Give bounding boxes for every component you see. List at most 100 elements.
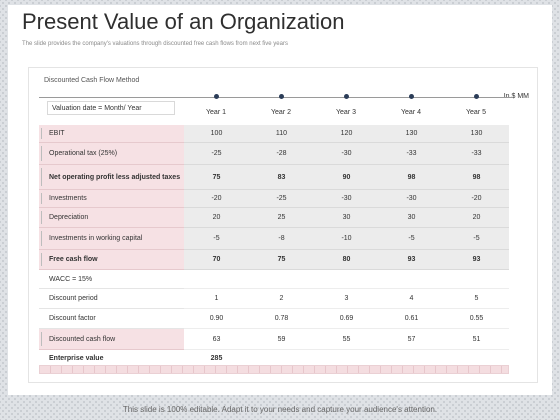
timeline-dot [408, 94, 414, 99]
table-cell: 57 [407, 335, 416, 343]
table-cell: 0.69 [339, 315, 354, 322]
table-cell: 1 [214, 295, 219, 302]
table-cell [249, 270, 314, 288]
table-cell: 20 [212, 214, 221, 221]
table-cell [379, 270, 444, 288]
table-cell: 51 [472, 335, 481, 343]
row-label: Discount factor [39, 309, 184, 329]
table-cell: -28 [276, 150, 287, 157]
table-row: 75 83 90 98 98 [184, 165, 509, 190]
page-subtitle: The slide provides the company's valuati… [22, 41, 288, 47]
table-cell: -30 [341, 195, 352, 202]
table-cell: 130 [405, 130, 418, 137]
timeline-line [39, 97, 513, 98]
table-cell [184, 270, 249, 288]
table-cell: -33 [406, 150, 417, 157]
units-label: In $ MM [503, 93, 529, 100]
table-row: -25 -28 -30 -33 -33 [184, 143, 509, 165]
table-bottom-strip [39, 365, 509, 374]
table-cell: 120 [340, 130, 353, 137]
row-label: WACC = 15% [39, 270, 184, 289]
table-cell: -33 [471, 150, 482, 157]
table-cell: 93 [407, 256, 416, 263]
table-cell: 0.78 [274, 315, 289, 322]
dcf-table-panel: Discounted Cash Flow Method In $ MM Valu… [28, 67, 538, 383]
table-row: 20 25 30 30 20 [184, 208, 509, 228]
row-label: Depreciation [39, 208, 184, 228]
table-cell: 0.55 [469, 315, 484, 322]
table-cell: -20 [211, 195, 222, 202]
table-cell: -10 [341, 235, 352, 242]
table-cell: 110 [275, 130, 288, 137]
table-cell: 2 [279, 295, 284, 302]
table-cell: -25 [276, 195, 287, 202]
table-cell: -30 [406, 195, 417, 202]
table-cell: 55 [342, 335, 351, 343]
table-cell: 93 [472, 256, 481, 263]
slide: Present Value of an Organization The sli… [8, 5, 552, 395]
timeline-dot [278, 94, 284, 99]
table-row: 63 59 55 57 51 [184, 329, 509, 350]
table-cell: 25 [277, 214, 286, 221]
table-row: 0.90 0.78 0.69 0.61 0.55 [184, 309, 509, 329]
table-cell: -30 [341, 150, 352, 157]
table-cell: -5 [213, 235, 220, 242]
row-label: Operational tax (25%) [39, 143, 184, 165]
footer-note: This slide is 100% editable. Adapt it to… [122, 405, 438, 414]
table-cell: 100 [210, 130, 223, 137]
table-cell: 5 [474, 295, 479, 302]
row-label: Net operating profit less adjusted taxes [39, 165, 184, 190]
row-label: Discounted cash flow [39, 329, 184, 350]
timeline-dot [343, 94, 349, 99]
table-row: -20 -25 -30 -30 -20 [184, 190, 509, 208]
year-header: Year 4 [401, 109, 421, 116]
table-cell: 0.61 [404, 315, 419, 322]
table-row: 70 75 80 93 93 [184, 250, 509, 270]
table-cell: 4 [409, 295, 414, 302]
year-header: Year 3 [336, 109, 356, 116]
row-label: EBIT [39, 125, 184, 143]
table-cell: -8 [278, 235, 285, 242]
timeline-dot [473, 94, 479, 99]
table-cell: -5 [408, 235, 415, 242]
row-label: Investments in working capital [39, 228, 184, 250]
table-row: 100 110 120 130 130 [184, 125, 509, 143]
row-label: Investments [39, 190, 184, 208]
table-cell [444, 270, 509, 288]
table-cell: 0.90 [209, 315, 224, 322]
year-header: Year 1 [206, 109, 226, 116]
table-cell: -5 [473, 235, 480, 242]
table-cell: 90 [342, 173, 351, 181]
row-label: Discount period [39, 289, 184, 309]
table-cell: 98 [472, 173, 481, 181]
year-header: Year 2 [271, 109, 291, 116]
table-cell: 20 [472, 214, 481, 221]
year-header: Year 5 [466, 109, 486, 116]
table-row: -5 -8 -10 -5 -5 [184, 228, 509, 250]
table-cell: 285 [210, 355, 223, 362]
valuation-date-box: Valuation date = Month/ Year [47, 101, 175, 115]
table-cell: 130 [470, 130, 483, 137]
row-label: Free cash flow [39, 250, 184, 270]
table-cell: 83 [277, 173, 286, 181]
row-labels-column: EBIT Operational tax (25%) Net operating p… [39, 125, 184, 368]
table-row: 1 2 3 4 5 [184, 289, 509, 309]
table-cell: 80 [342, 256, 351, 263]
table-cell: 63 [212, 335, 221, 343]
table-cell [314, 270, 379, 288]
table-cell: -25 [211, 150, 222, 157]
values-grid: 100 110 120 130 130 -25 -28 -30 -33 -33 75 83 90 98 98… [184, 125, 509, 368]
table-cell: 3 [344, 295, 349, 302]
page-title: Present Value of an Organization [22, 9, 345, 34]
timeline-dot [213, 94, 219, 99]
table-cell: 59 [277, 335, 286, 343]
table-cell: 75 [212, 173, 221, 181]
table-cell: 75 [277, 256, 286, 263]
table-cell: 70 [212, 256, 221, 263]
table-row [184, 270, 509, 289]
table-cell: -20 [471, 195, 482, 202]
table-cell: 98 [407, 173, 416, 181]
table-cell: 30 [407, 214, 416, 221]
table-cell: 30 [342, 214, 351, 221]
method-label: Discounted Cash Flow Method [44, 77, 140, 84]
